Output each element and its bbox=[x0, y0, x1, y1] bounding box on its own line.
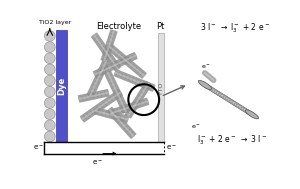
Text: FTO: FTO bbox=[158, 82, 163, 94]
Ellipse shape bbox=[198, 81, 212, 90]
Ellipse shape bbox=[203, 83, 216, 92]
Text: e$^-$: e$^-$ bbox=[191, 123, 201, 131]
Ellipse shape bbox=[209, 88, 223, 96]
Ellipse shape bbox=[214, 90, 227, 99]
Text: e$^-$: e$^-$ bbox=[201, 63, 211, 71]
Circle shape bbox=[44, 131, 55, 142]
Circle shape bbox=[44, 109, 55, 119]
Ellipse shape bbox=[245, 110, 259, 119]
Circle shape bbox=[44, 120, 55, 131]
Ellipse shape bbox=[218, 93, 232, 102]
Text: TiO2 layer: TiO2 layer bbox=[39, 20, 71, 25]
Ellipse shape bbox=[227, 99, 241, 108]
Ellipse shape bbox=[221, 94, 234, 103]
Circle shape bbox=[44, 42, 55, 53]
Circle shape bbox=[44, 86, 55, 97]
Circle shape bbox=[44, 53, 55, 64]
Ellipse shape bbox=[238, 106, 252, 115]
Text: 3 I$^-$ $\rightarrow$ I$_3^-$ + 2 e$^-$: 3 I$^-$ $\rightarrow$ I$_3^-$ + 2 e$^-$ bbox=[200, 21, 270, 35]
Ellipse shape bbox=[198, 81, 212, 89]
Circle shape bbox=[44, 98, 55, 108]
Text: e$^-$: e$^-$ bbox=[33, 143, 44, 152]
Bar bbox=[158, 33, 164, 142]
Ellipse shape bbox=[230, 100, 243, 109]
Ellipse shape bbox=[223, 96, 236, 105]
Text: e$^-$: e$^-$ bbox=[92, 158, 104, 167]
Text: e$^-$: e$^-$ bbox=[166, 143, 177, 152]
Ellipse shape bbox=[212, 89, 225, 98]
Ellipse shape bbox=[245, 110, 259, 119]
Ellipse shape bbox=[234, 103, 247, 112]
Ellipse shape bbox=[236, 104, 250, 113]
Text: Electrolyte: Electrolyte bbox=[97, 22, 142, 31]
Bar bbox=[56, 30, 67, 142]
Ellipse shape bbox=[225, 97, 239, 106]
Text: Pt: Pt bbox=[157, 22, 165, 31]
Ellipse shape bbox=[241, 107, 254, 116]
Ellipse shape bbox=[243, 108, 256, 117]
Circle shape bbox=[44, 31, 55, 41]
Ellipse shape bbox=[205, 85, 218, 94]
Ellipse shape bbox=[207, 86, 220, 95]
Ellipse shape bbox=[201, 82, 214, 91]
Circle shape bbox=[44, 75, 55, 86]
Circle shape bbox=[44, 64, 55, 75]
Text: Dye: Dye bbox=[57, 77, 66, 95]
Ellipse shape bbox=[232, 101, 245, 110]
Text: I$_3^-$ + 2 e$^-$ $\rightarrow$ 3 I$^-$: I$_3^-$ + 2 e$^-$ $\rightarrow$ 3 I$^-$ bbox=[197, 133, 267, 146]
Ellipse shape bbox=[216, 92, 230, 101]
